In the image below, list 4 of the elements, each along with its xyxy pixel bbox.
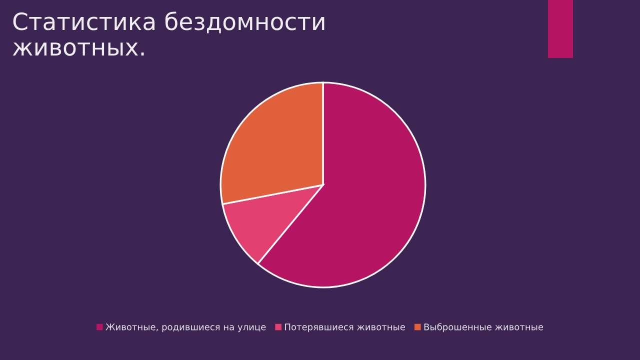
chart-title: Статистика бездомности животных. [12, 12, 324, 56]
legend-label: Потерявшиеся животные [285, 324, 405, 332]
legend-label: Выброшенные животные [424, 323, 544, 332]
legend-label: Животные, родившиеся на улице [106, 324, 266, 332]
